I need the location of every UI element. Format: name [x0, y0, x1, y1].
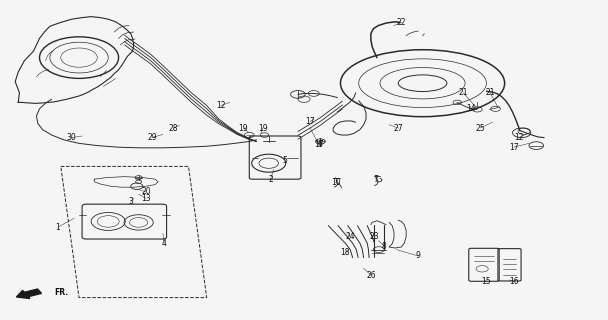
- Text: 1: 1: [55, 223, 60, 232]
- Text: 2: 2: [268, 175, 273, 184]
- FancyArrow shape: [16, 289, 41, 299]
- Text: 28: 28: [168, 124, 178, 132]
- Text: 7: 7: [373, 175, 378, 184]
- Text: 25: 25: [475, 124, 485, 132]
- Text: 10: 10: [331, 178, 340, 187]
- Text: 19: 19: [238, 124, 248, 132]
- Text: 17: 17: [314, 140, 323, 148]
- Text: 26: 26: [366, 271, 376, 280]
- Text: 29: 29: [147, 133, 157, 142]
- Text: 12: 12: [514, 133, 523, 142]
- Text: 24: 24: [345, 232, 355, 241]
- Text: 22: 22: [396, 18, 406, 27]
- Text: 8: 8: [382, 242, 387, 251]
- Text: 6: 6: [318, 140, 323, 148]
- Text: 18: 18: [340, 248, 350, 257]
- Text: FR.: FR.: [55, 288, 69, 297]
- Text: 13: 13: [141, 194, 151, 203]
- Text: 20: 20: [141, 188, 151, 196]
- Text: 17: 17: [509, 143, 519, 152]
- Text: 23: 23: [370, 232, 379, 241]
- Text: 27: 27: [393, 124, 403, 132]
- Text: 9: 9: [416, 252, 421, 260]
- Text: 5: 5: [282, 156, 287, 164]
- Text: 12: 12: [216, 101, 226, 110]
- Text: 17: 17: [305, 117, 315, 126]
- Text: 16: 16: [509, 277, 519, 286]
- Text: 21: 21: [485, 88, 495, 97]
- Text: 15: 15: [482, 277, 491, 286]
- Text: 21: 21: [458, 88, 468, 97]
- Text: 4: 4: [162, 239, 167, 248]
- Text: 3: 3: [128, 197, 133, 206]
- Text: 30: 30: [67, 133, 77, 142]
- Text: 19: 19: [258, 124, 268, 132]
- Text: 14: 14: [466, 104, 476, 113]
